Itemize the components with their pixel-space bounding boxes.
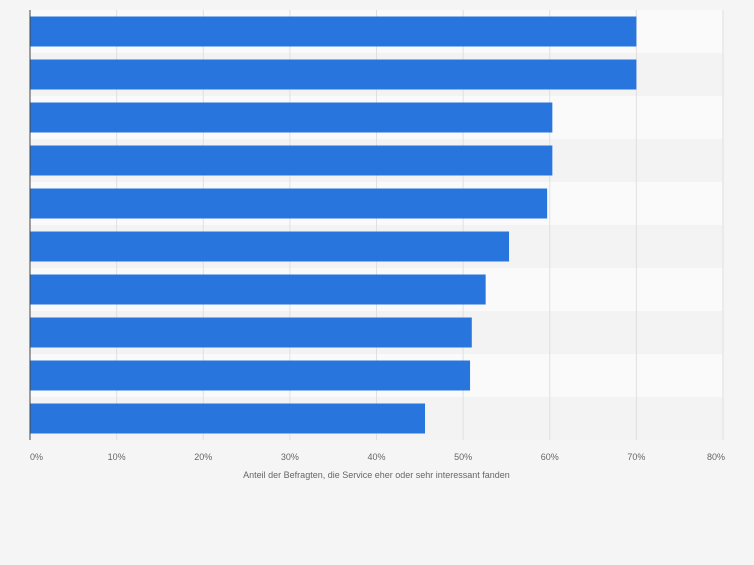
x-tick-label: 40%: [367, 452, 385, 462]
x-tick-label: 0%: [30, 452, 43, 462]
x-tick-label: 20%: [194, 452, 212, 462]
x-tick-label: 30%: [281, 452, 299, 462]
bar: [30, 102, 553, 133]
x-axis-tick-labels: 0% 10% 20% 30% 40% 50% 60% 70% 80%: [30, 452, 725, 462]
x-axis-label: Anteil der Befragten, die Service eher o…: [243, 470, 510, 480]
bar: [30, 403, 426, 434]
bar: [30, 16, 637, 47]
bar: [30, 59, 637, 90]
bar: [30, 231, 510, 262]
x-tick-label: 70%: [627, 452, 645, 462]
bar: [30, 145, 553, 176]
bar: [30, 274, 486, 305]
x-tick-label: 50%: [454, 452, 472, 462]
x-tick-label: 60%: [541, 452, 559, 462]
bar: [30, 360, 471, 391]
x-tick-label: 10%: [108, 452, 126, 462]
bars: [30, 16, 637, 434]
bar: [30, 317, 472, 348]
bar: [30, 188, 548, 219]
x-tick-label: 80%: [707, 452, 725, 462]
